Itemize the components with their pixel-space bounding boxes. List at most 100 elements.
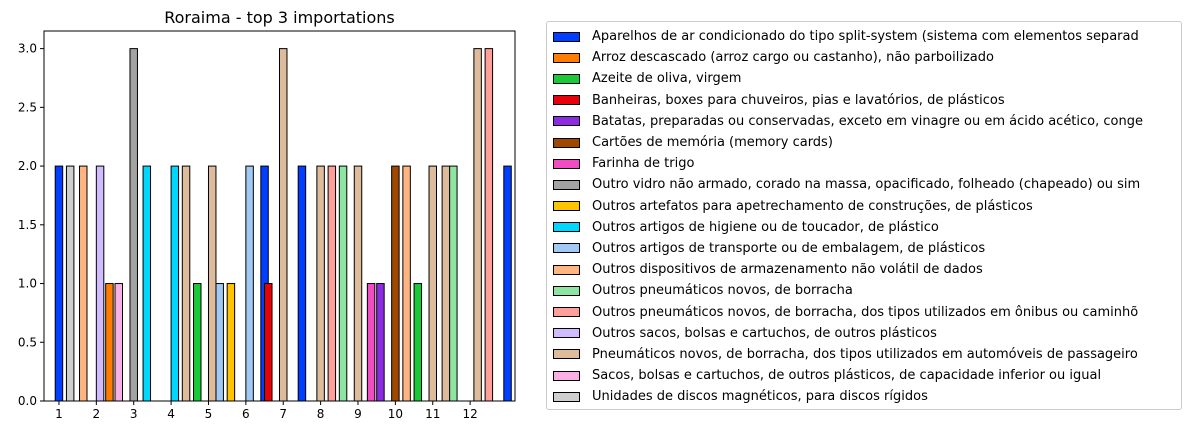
legend-label-15: Pneumáticos novos, de borracha, dos tipo…: [592, 346, 1138, 362]
bar-s1-0: [105, 283, 114, 402]
legend-item-10: Outros artigos de transporte ou de embal…: [553, 238, 1181, 259]
legend-item-3: Banheiras, boxes para chuveiros, pias e …: [553, 90, 1181, 111]
plot-frame: [43, 30, 516, 402]
legend-swatch-9: [553, 222, 580, 233]
legend-swatch-13: [553, 307, 580, 318]
legend-item-0: Aparelhos de ar condicionado do tipo spl…: [553, 26, 1181, 47]
legend-swatch-4: [553, 116, 580, 127]
y-tick-label-5: 2.5: [18, 100, 37, 114]
y-tick-label-1: 0.5: [18, 335, 37, 349]
legend-label-0: Aparelhos de ar condicionado do tipo spl…: [592, 29, 1139, 45]
bar-s0-0: [54, 165, 64, 402]
legend-label-14: Outros sacos, bolsas e cartuchos, de out…: [592, 325, 937, 341]
legend-label-17: Unidades de discos magnéticos, para disc…: [592, 389, 928, 405]
legend-item-15: Pneumáticos novos, de borracha, dos tipo…: [553, 344, 1181, 365]
x-tick-label-4: 5: [205, 407, 213, 421]
bar-s15-0: [181, 165, 191, 402]
legend-item-6: Farinha de trigo: [553, 153, 1181, 174]
legend-swatch-8: [553, 201, 580, 212]
legend-label-8: Outros artefatos para apetrechamento de …: [592, 198, 1033, 214]
legend-item-1: Arroz descascado (arroz cargo ou castanh…: [553, 47, 1181, 68]
bar-s15-1: [207, 165, 217, 402]
y-tick-label-0: 0.0: [18, 394, 37, 408]
bar-s9-0: [142, 165, 152, 402]
legend-item-7: Outro vidro não armado, corado na massa,…: [553, 174, 1181, 195]
x-tick-label-8: 9: [354, 407, 362, 421]
legend-swatch-2: [553, 73, 580, 84]
x-tick-label-7: 8: [317, 407, 325, 421]
legend-swatch-3: [553, 95, 580, 106]
legend-label-9: Outros artigos de higiene ou de toucador…: [592, 219, 939, 235]
bar-s10-0: [215, 283, 224, 402]
legend-item-14: Outros sacos, bolsas e cartuchos, de out…: [553, 323, 1181, 344]
legend-label-10: Outros artigos de transporte ou de embal…: [592, 240, 986, 256]
legend-swatch-5: [553, 137, 580, 148]
bar-s10-1: [245, 165, 254, 402]
x-tick-label-10: 11: [425, 407, 440, 421]
legend-label-13: Outros pneumáticos novos, de borracha, d…: [592, 304, 1139, 320]
bar-s15-5: [428, 165, 437, 402]
x-tick-label-0: 1: [55, 407, 63, 421]
legend-swatch-0: [553, 31, 580, 42]
bar-s5-0: [391, 165, 400, 402]
y-tick-label-3: 1.5: [18, 218, 37, 232]
bar-s4-0: [376, 283, 385, 402]
bar-s13-0: [327, 165, 337, 402]
bar-s12-0: [338, 165, 348, 402]
legend-label-4: Batatas, preparadas ou conservadas, exce…: [592, 113, 1143, 129]
chart-title: Roraima - top 3 importations: [164, 8, 395, 27]
y-tick-label-4: 2.0: [18, 159, 37, 173]
legend-swatch-6: [553, 158, 580, 169]
legend-item-4: Batatas, preparadas ou conservadas, exce…: [553, 111, 1181, 132]
legend-label-2: Azeite de oliva, virgem: [592, 71, 742, 87]
x-tick-label-3: 4: [167, 407, 175, 421]
bar-s7-0: [129, 48, 138, 402]
x-tick-label-5: 6: [242, 407, 250, 421]
bar-s17-0: [65, 165, 75, 402]
bar-s6-0: [366, 283, 376, 402]
x-tick-label-2: 3: [130, 407, 138, 421]
legend-swatch-16: [553, 370, 580, 381]
x-tick-label-11: 12: [463, 407, 478, 421]
legend-swatch-11: [553, 264, 580, 275]
legend-swatch-14: [553, 328, 580, 339]
legend-label-5: Cartões de memória (memory cards): [592, 135, 833, 151]
legend-item-9: Outros artigos de higiene ou de toucador…: [553, 217, 1181, 238]
bar-s11-1: [402, 165, 411, 402]
legend-label-6: Farinha de trigo: [592, 156, 695, 172]
legend-swatch-1: [553, 52, 580, 63]
legend-label-12: Outros pneumáticos novos, de borracha: [592, 283, 853, 299]
legend-item-8: Outros artefatos para apetrechamento de …: [553, 196, 1181, 217]
bar-s16-0: [114, 283, 123, 402]
bar-s15-2: [279, 48, 288, 402]
legend-swatch-10: [553, 243, 580, 254]
legend-swatch-17: [553, 391, 580, 402]
x-tick-label-1: 2: [93, 407, 101, 421]
legend-item-2: Azeite de oliva, virgem: [553, 68, 1181, 89]
legend-label-3: Banheiras, boxes para chuveiros, pias e …: [592, 92, 1005, 108]
bar-s15-7: [473, 48, 482, 402]
legend-label-11: Outros dispositivos de armazenamento não…: [592, 262, 983, 278]
legend-item-12: Outros pneumáticos novos, de borracha: [553, 280, 1181, 301]
bar-s3-0: [264, 283, 273, 402]
y-tick-label-2: 1.0: [18, 277, 37, 291]
bar-s15-3: [316, 165, 325, 402]
legend-swatch-12: [553, 285, 580, 296]
legend-swatch-7: [553, 179, 580, 190]
bar-s11-0: [79, 165, 88, 402]
bar-s2-1: [413, 283, 423, 402]
bar-s15-6: [441, 165, 451, 402]
x-tick-label-9: 10: [388, 407, 403, 421]
legend-label-1: Arroz descascado (arroz cargo ou castanh…: [592, 50, 994, 66]
bar-s12-1: [449, 165, 458, 402]
x-tick-label-6: 7: [279, 407, 287, 421]
bar-s15-4: [353, 165, 363, 402]
legend-label-16: Sacos, bolsas e cartuchos, de outros plá…: [592, 368, 1102, 384]
bar-s14-0: [95, 165, 105, 402]
y-tick-label-6: 3.0: [18, 42, 37, 56]
bar-s8-0: [226, 283, 236, 402]
legend-label-7: Outro vidro não armado, corado na massa,…: [592, 177, 1141, 193]
chart-legend: Aparelhos de ar condicionado do tipo spl…: [546, 21, 1182, 410]
legend-item-17: Unidades de discos magnéticos, para disc…: [553, 386, 1181, 407]
